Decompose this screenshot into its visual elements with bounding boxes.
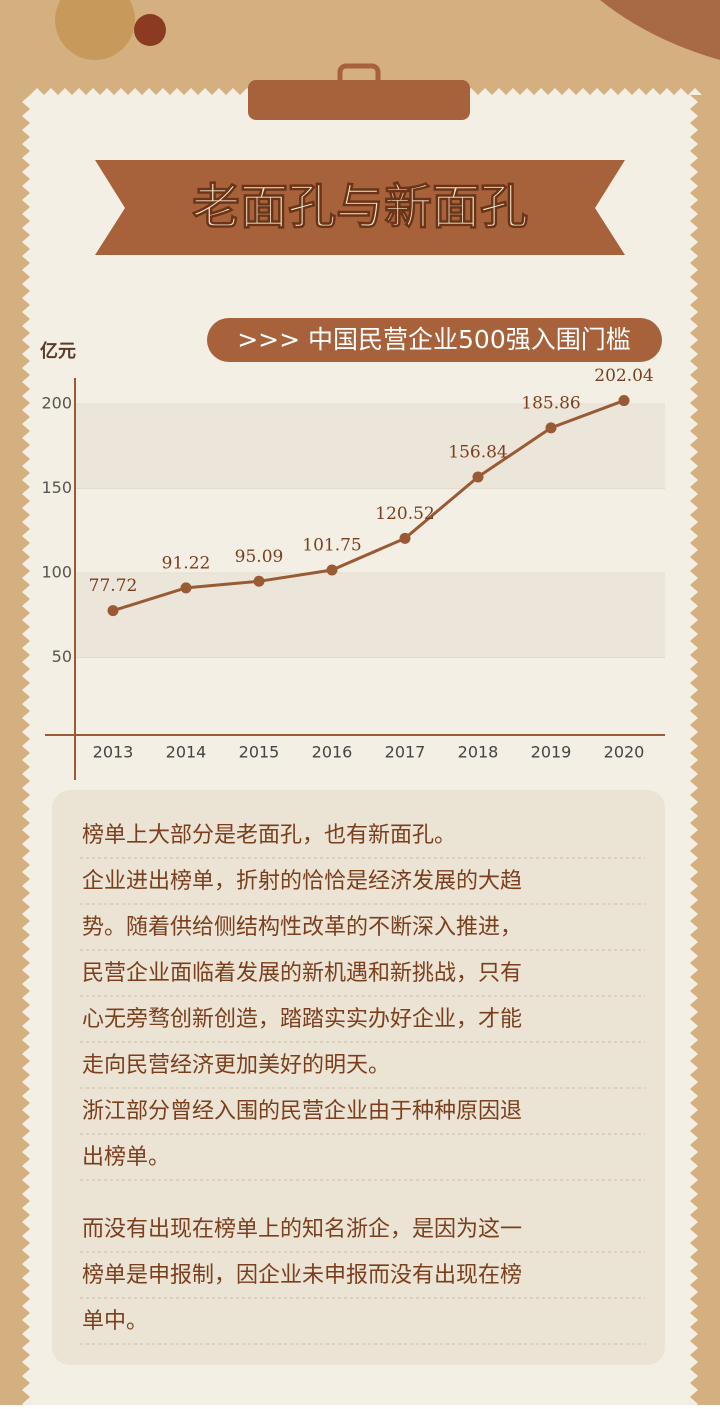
data-label: 91.22: [162, 553, 211, 573]
x-tick-label: 2017: [385, 743, 426, 762]
y-tick-label: 200: [41, 394, 72, 413]
x-tick-label: 2020: [604, 743, 645, 762]
paragraph-line: 出榜单。: [82, 1145, 170, 1170]
y-tick-label: 50: [52, 647, 72, 666]
grid-band: [75, 404, 665, 489]
x-tick-label: 2018: [458, 743, 499, 762]
data-label: 95.09: [235, 547, 284, 567]
marker: [399, 532, 411, 544]
x-tick-label: 2014: [166, 743, 207, 762]
data-label: 77.72: [89, 576, 138, 596]
marker: [253, 575, 265, 587]
decoration: [600, 0, 720, 60]
data-label: 185.86: [521, 393, 580, 413]
paragraph-line: 浙江部分曾经入围的民营企业由于种种原因退: [82, 1099, 522, 1124]
line: [112, 399, 625, 613]
marker: [180, 582, 192, 594]
data-label: 202.04: [594, 366, 653, 386]
y-tick-label: 150: [41, 478, 72, 497]
text-block: 榜单上大部分是老面孔，也有新面孔。企业进出榜单，折射的恰恰是经济发展的大趋势。随…: [80, 823, 645, 1345]
paragraph-line: 单中。: [82, 1309, 148, 1334]
marker: [326, 564, 338, 576]
paragraph-line: 榜单是申报制，因企业未申报而没有出现在榜: [82, 1263, 522, 1288]
banner: [95, 160, 625, 255]
paragraph-line: 走向民营经济更加美好的明天。: [82, 1053, 390, 1078]
marker: [107, 605, 119, 617]
x-tick-label: 2019: [531, 743, 572, 762]
data-label: 120.52: [375, 504, 434, 524]
data-label: 101.75: [302, 536, 361, 556]
marker: [545, 422, 557, 434]
chart-title: >>> 中国民营企业500强入围门槛: [237, 325, 631, 354]
paragraph-line: 心无旁骛创新创造，踏踏实实办好企业，才能: [82, 1007, 522, 1032]
clip-ring: [337, 63, 381, 89]
paragraph-line: 民营企业面临着发展的新机遇和新挑战，只有: [82, 961, 522, 986]
decoration: [134, 14, 166, 46]
paragraph-line: 企业进出榜单，折射的恰恰是经济发展的大趋: [82, 869, 522, 894]
paragraph-line: 榜单上大部分是老面孔，也有新面孔。: [82, 823, 456, 848]
x-tick-label: 2013: [93, 743, 134, 762]
banner-title: 老面孔与新面孔: [192, 179, 528, 235]
decoration: [55, 0, 135, 60]
x-tick-label: 2015: [239, 743, 280, 762]
paragraph-line: 势。随着供给侧结构性改革的不断深入推进，: [82, 915, 522, 940]
marker: [472, 471, 484, 483]
y-axis-label: 亿元: [40, 340, 76, 362]
grid-band: [75, 573, 665, 658]
x-tick-label: 2016: [312, 743, 353, 762]
y-tick-label: 100: [41, 563, 72, 582]
chart-title-pill: [207, 318, 662, 362]
paragraph-line: 而没有出现在榜单上的知名浙企，是因为这一: [82, 1217, 522, 1242]
plot: 50 100 150 200 2013 2014 2015 2016 2017 2018 2019 2…: [41, 366, 665, 780]
text-box: [52, 790, 665, 1365]
marker: [618, 395, 630, 407]
data-label: 156.84: [448, 442, 507, 462]
clip: [248, 80, 470, 120]
